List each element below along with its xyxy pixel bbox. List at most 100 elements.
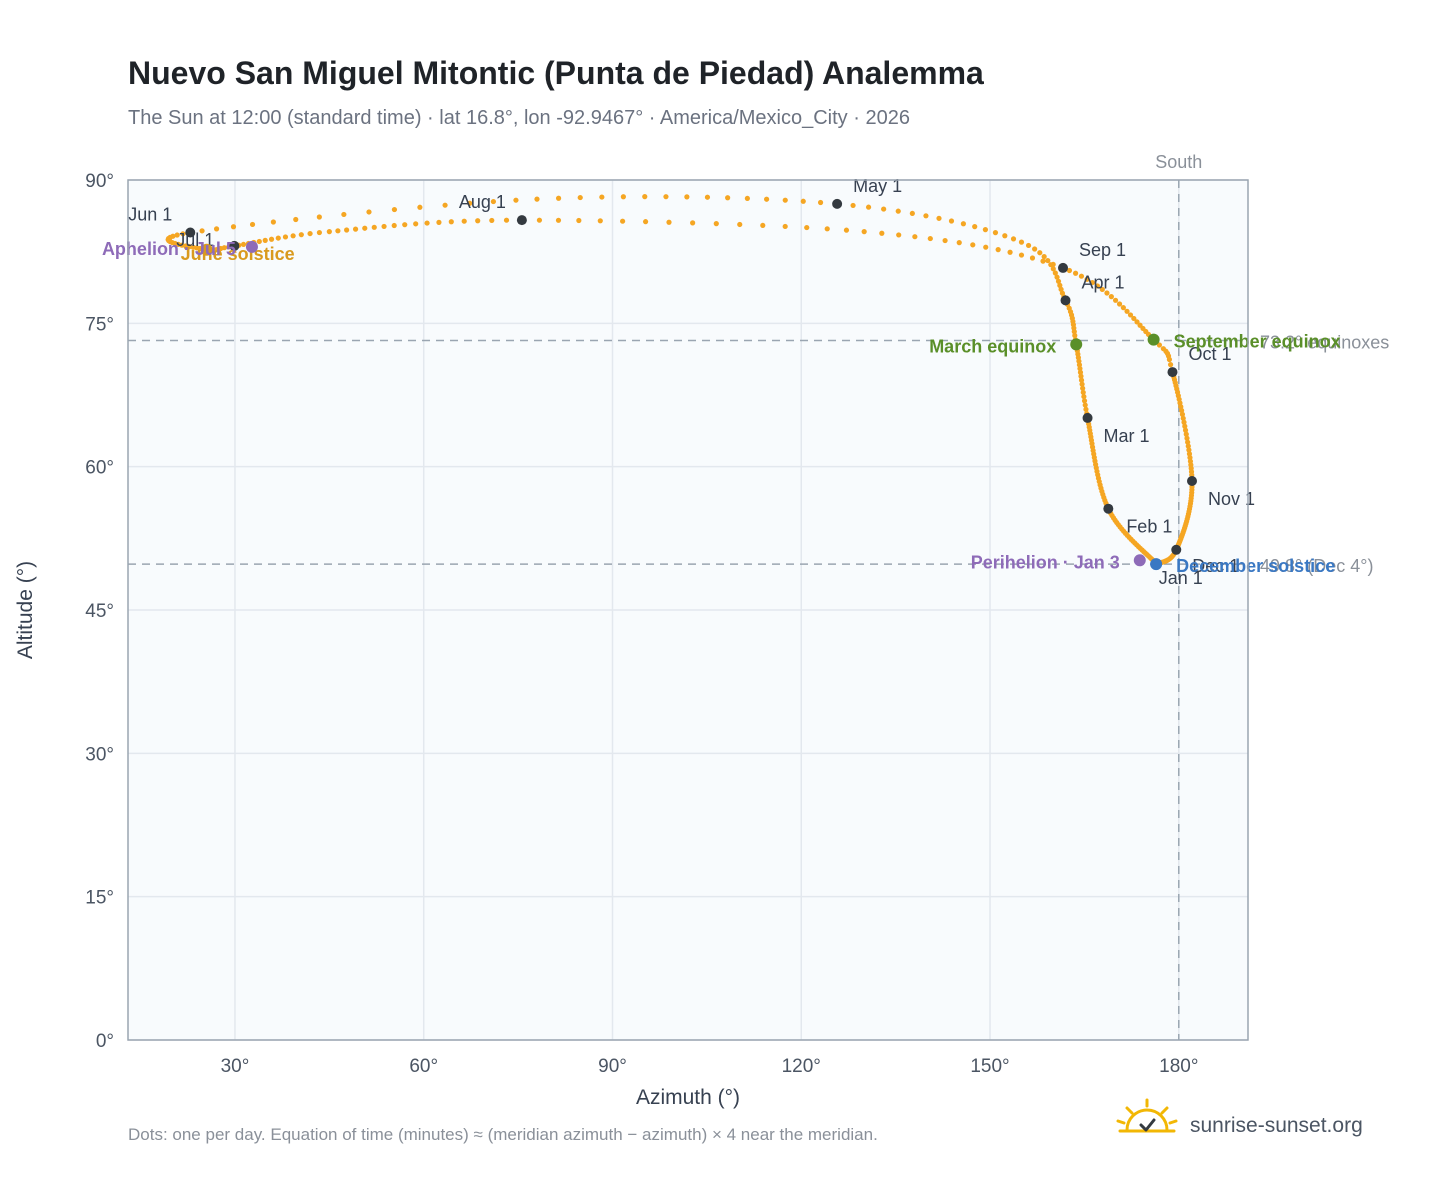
daily-dot: [577, 194, 583, 201]
daily-dot: [824, 226, 830, 232]
daily-dot: [970, 242, 976, 248]
reference-lines: South 73.2° equinoxes 49.8° (Dec 4°): [128, 152, 1389, 1040]
daily-dot: [1058, 286, 1064, 292]
footnote: Dots: one per day. Equation of time (min…: [128, 1125, 878, 1144]
daily-dot: [534, 196, 540, 202]
daily-dot: [1089, 279, 1095, 286]
reference-label: 73.2° equinoxes: [1260, 333, 1389, 353]
daily-dot: [896, 232, 902, 238]
event-label: Aphelion · Jul 5: [102, 239, 236, 259]
daily-dot: [599, 194, 605, 200]
daily-dot: [1127, 312, 1134, 318]
daily-dot: [1007, 249, 1013, 255]
daily-dot: [1167, 362, 1174, 368]
daily-dot: [1050, 261, 1056, 268]
daily-dot: [1054, 274, 1060, 280]
daily-dot: [737, 221, 743, 228]
daily-dot: [666, 219, 672, 225]
daily-dot: [240, 241, 247, 248]
daily-dot: [1179, 407, 1185, 414]
daily-dot: [782, 223, 788, 230]
daily-dot: [960, 221, 966, 227]
y-tick-label: 30°: [85, 744, 114, 765]
daily-dot: [817, 199, 824, 206]
month-marker: [1082, 412, 1093, 423]
daily-dot: [391, 222, 397, 229]
daily-dot: [1002, 233, 1008, 239]
daily-dot: [275, 235, 281, 241]
daily-dot: [1081, 393, 1087, 400]
daily-dot: [1182, 427, 1189, 433]
daily-dot: [249, 221, 256, 228]
month-marker: [1103, 503, 1114, 514]
daily-dot: [335, 228, 341, 234]
month-label: Nov 1: [1208, 489, 1255, 509]
daily-dot: [555, 217, 562, 223]
daily-dot: [948, 218, 955, 224]
daily-dot: [942, 237, 948, 244]
month-marker: [229, 240, 240, 251]
daily-dot: [879, 230, 885, 236]
daily-dot: [850, 202, 856, 209]
daily-dot: [1116, 301, 1123, 307]
daily-dot: [1166, 356, 1173, 363]
daily-dot: [995, 247, 1001, 253]
daily-dot: [174, 232, 180, 238]
x-tick-label: 90°: [598, 1056, 627, 1077]
daily-dot: [1078, 373, 1084, 379]
daily-dot: [362, 225, 368, 231]
daily-dot: [1052, 270, 1058, 276]
daily-dot: [684, 194, 690, 200]
daily-dot: [1156, 342, 1163, 348]
daily-dot: [620, 194, 626, 200]
daily-dot: [1025, 242, 1032, 249]
month-label: Jun 1: [128, 205, 172, 225]
daily-dot: [1134, 319, 1140, 325]
daily-dot: [642, 219, 649, 225]
daily-dot: [262, 237, 268, 243]
daily-dot: [956, 240, 962, 246]
brand-name: sunrise-sunset.org: [1190, 1114, 1363, 1137]
y-tick-label: 90°: [85, 171, 114, 192]
daily-dot: [180, 231, 186, 237]
daily-dot: [413, 221, 419, 227]
axis-ticks: 30° 60° 90° 120° 150° 180° 0° 15° 30° 45° 60° 75° 90…: [85, 171, 1198, 1077]
chart-subtitle: The Sun at 12:00 (standard time) · lat 1…: [128, 107, 910, 129]
daily-dot: [489, 217, 495, 224]
daily-dot: [268, 236, 275, 242]
daily-dot: [1179, 411, 1186, 417]
daily-dot: [256, 238, 262, 245]
daily-dot: [927, 235, 933, 242]
daily-dot: [352, 226, 359, 232]
daily-dot: [1037, 250, 1043, 256]
daily-dot: [642, 194, 648, 200]
daily-dot: [713, 221, 719, 227]
month-label: Aug 1: [459, 192, 506, 212]
daily-dot: [1072, 332, 1078, 339]
daily-dot: [436, 219, 442, 225]
daily-dot: [1184, 435, 1190, 441]
daily-dot: [760, 222, 766, 229]
daily-dot: [597, 218, 603, 224]
daily-dot: [183, 243, 189, 249]
daily-dot: [1081, 398, 1088, 404]
daily-dot: [804, 224, 810, 231]
daily-dot: [490, 198, 496, 205]
daily-dot: [448, 219, 454, 225]
daily-dot: [1066, 267, 1073, 274]
daily-dot: [983, 244, 989, 250]
month-label: Dec 1: [1192, 556, 1239, 576]
daily-dot: [221, 245, 227, 251]
daily-dot: [923, 213, 929, 219]
event-marker: [1147, 333, 1160, 346]
x-tick-label: 60°: [409, 1056, 438, 1077]
x-tick-label: 150°: [970, 1056, 1009, 1077]
daily-dot: [1183, 431, 1189, 437]
daily-dot: [213, 226, 220, 232]
daily-dot: [341, 211, 347, 218]
month-label: Sep 1: [1079, 240, 1126, 260]
daily-dot: [1057, 282, 1063, 288]
event-marker: [200, 243, 213, 256]
chart-title: Nuevo San Miguel Mitontic (Punta de Pied…: [128, 55, 984, 91]
daily-dot: [1041, 253, 1047, 260]
